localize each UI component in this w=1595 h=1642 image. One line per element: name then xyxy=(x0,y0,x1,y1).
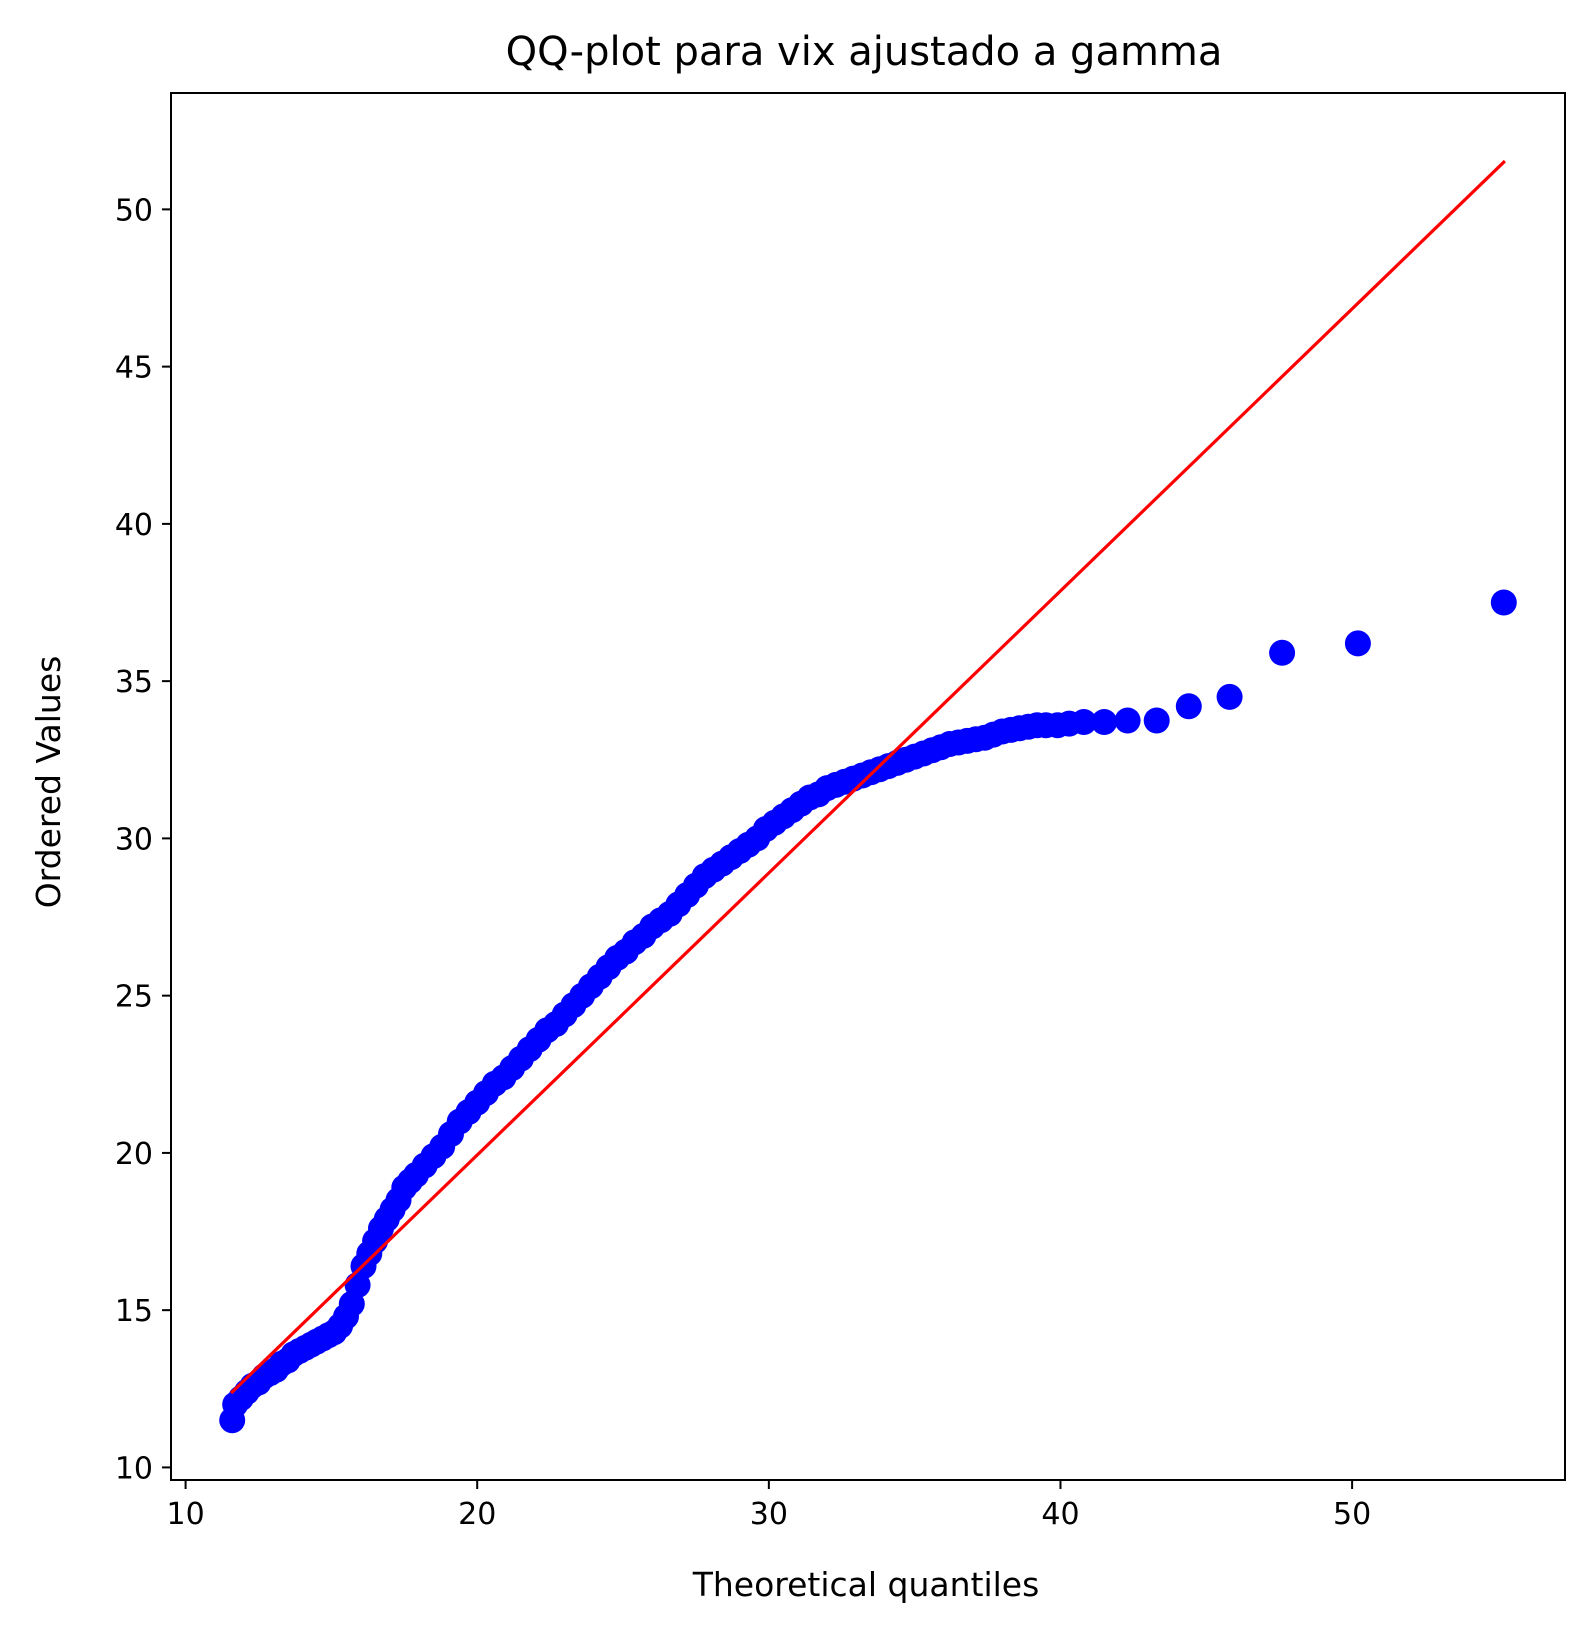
data-point xyxy=(1490,589,1517,616)
x-axis-ticks: 10 20 30 40 50 xyxy=(166,1480,1371,1532)
y-tick-label: 45 xyxy=(115,351,153,386)
data-point xyxy=(1114,707,1141,734)
axes-frame xyxy=(170,92,1566,1481)
data-point xyxy=(1175,693,1202,720)
data-point xyxy=(1269,639,1296,666)
x-tick-label: 30 xyxy=(750,1497,788,1532)
chart-title: QQ-plot para vix ajustado a gamma xyxy=(506,29,1223,75)
x-tick-label: 10 xyxy=(166,1497,204,1532)
y-tick-label: 20 xyxy=(115,1137,153,1172)
data-point xyxy=(1344,630,1371,657)
y-tick-label: 30 xyxy=(115,822,153,857)
fit-line xyxy=(229,159,1507,1395)
y-tick-label: 35 xyxy=(115,665,153,700)
x-axis-label: Theoretical quantiles xyxy=(692,1565,1040,1604)
x-tick-label: 20 xyxy=(458,1497,496,1532)
data-point xyxy=(1216,683,1243,710)
y-axis-ticks: 10 15 20 25 30 35 40 45 50 xyxy=(115,193,171,1486)
data-point xyxy=(1091,709,1118,735)
plot-content xyxy=(219,159,1517,1434)
y-tick-label: 40 xyxy=(115,508,153,543)
data-point xyxy=(1143,707,1170,734)
plot-area xyxy=(170,92,1566,1481)
y-tick-label: 15 xyxy=(115,1294,153,1329)
data-point xyxy=(1070,709,1097,735)
y-tick-label: 50 xyxy=(115,193,153,228)
x-tick-label: 50 xyxy=(1333,1497,1371,1532)
x-tick-label: 40 xyxy=(1041,1497,1079,1532)
y-axis-label: Ordered Values xyxy=(29,656,68,909)
y-tick-label: 10 xyxy=(115,1451,153,1486)
y-tick-label: 25 xyxy=(115,980,153,1015)
